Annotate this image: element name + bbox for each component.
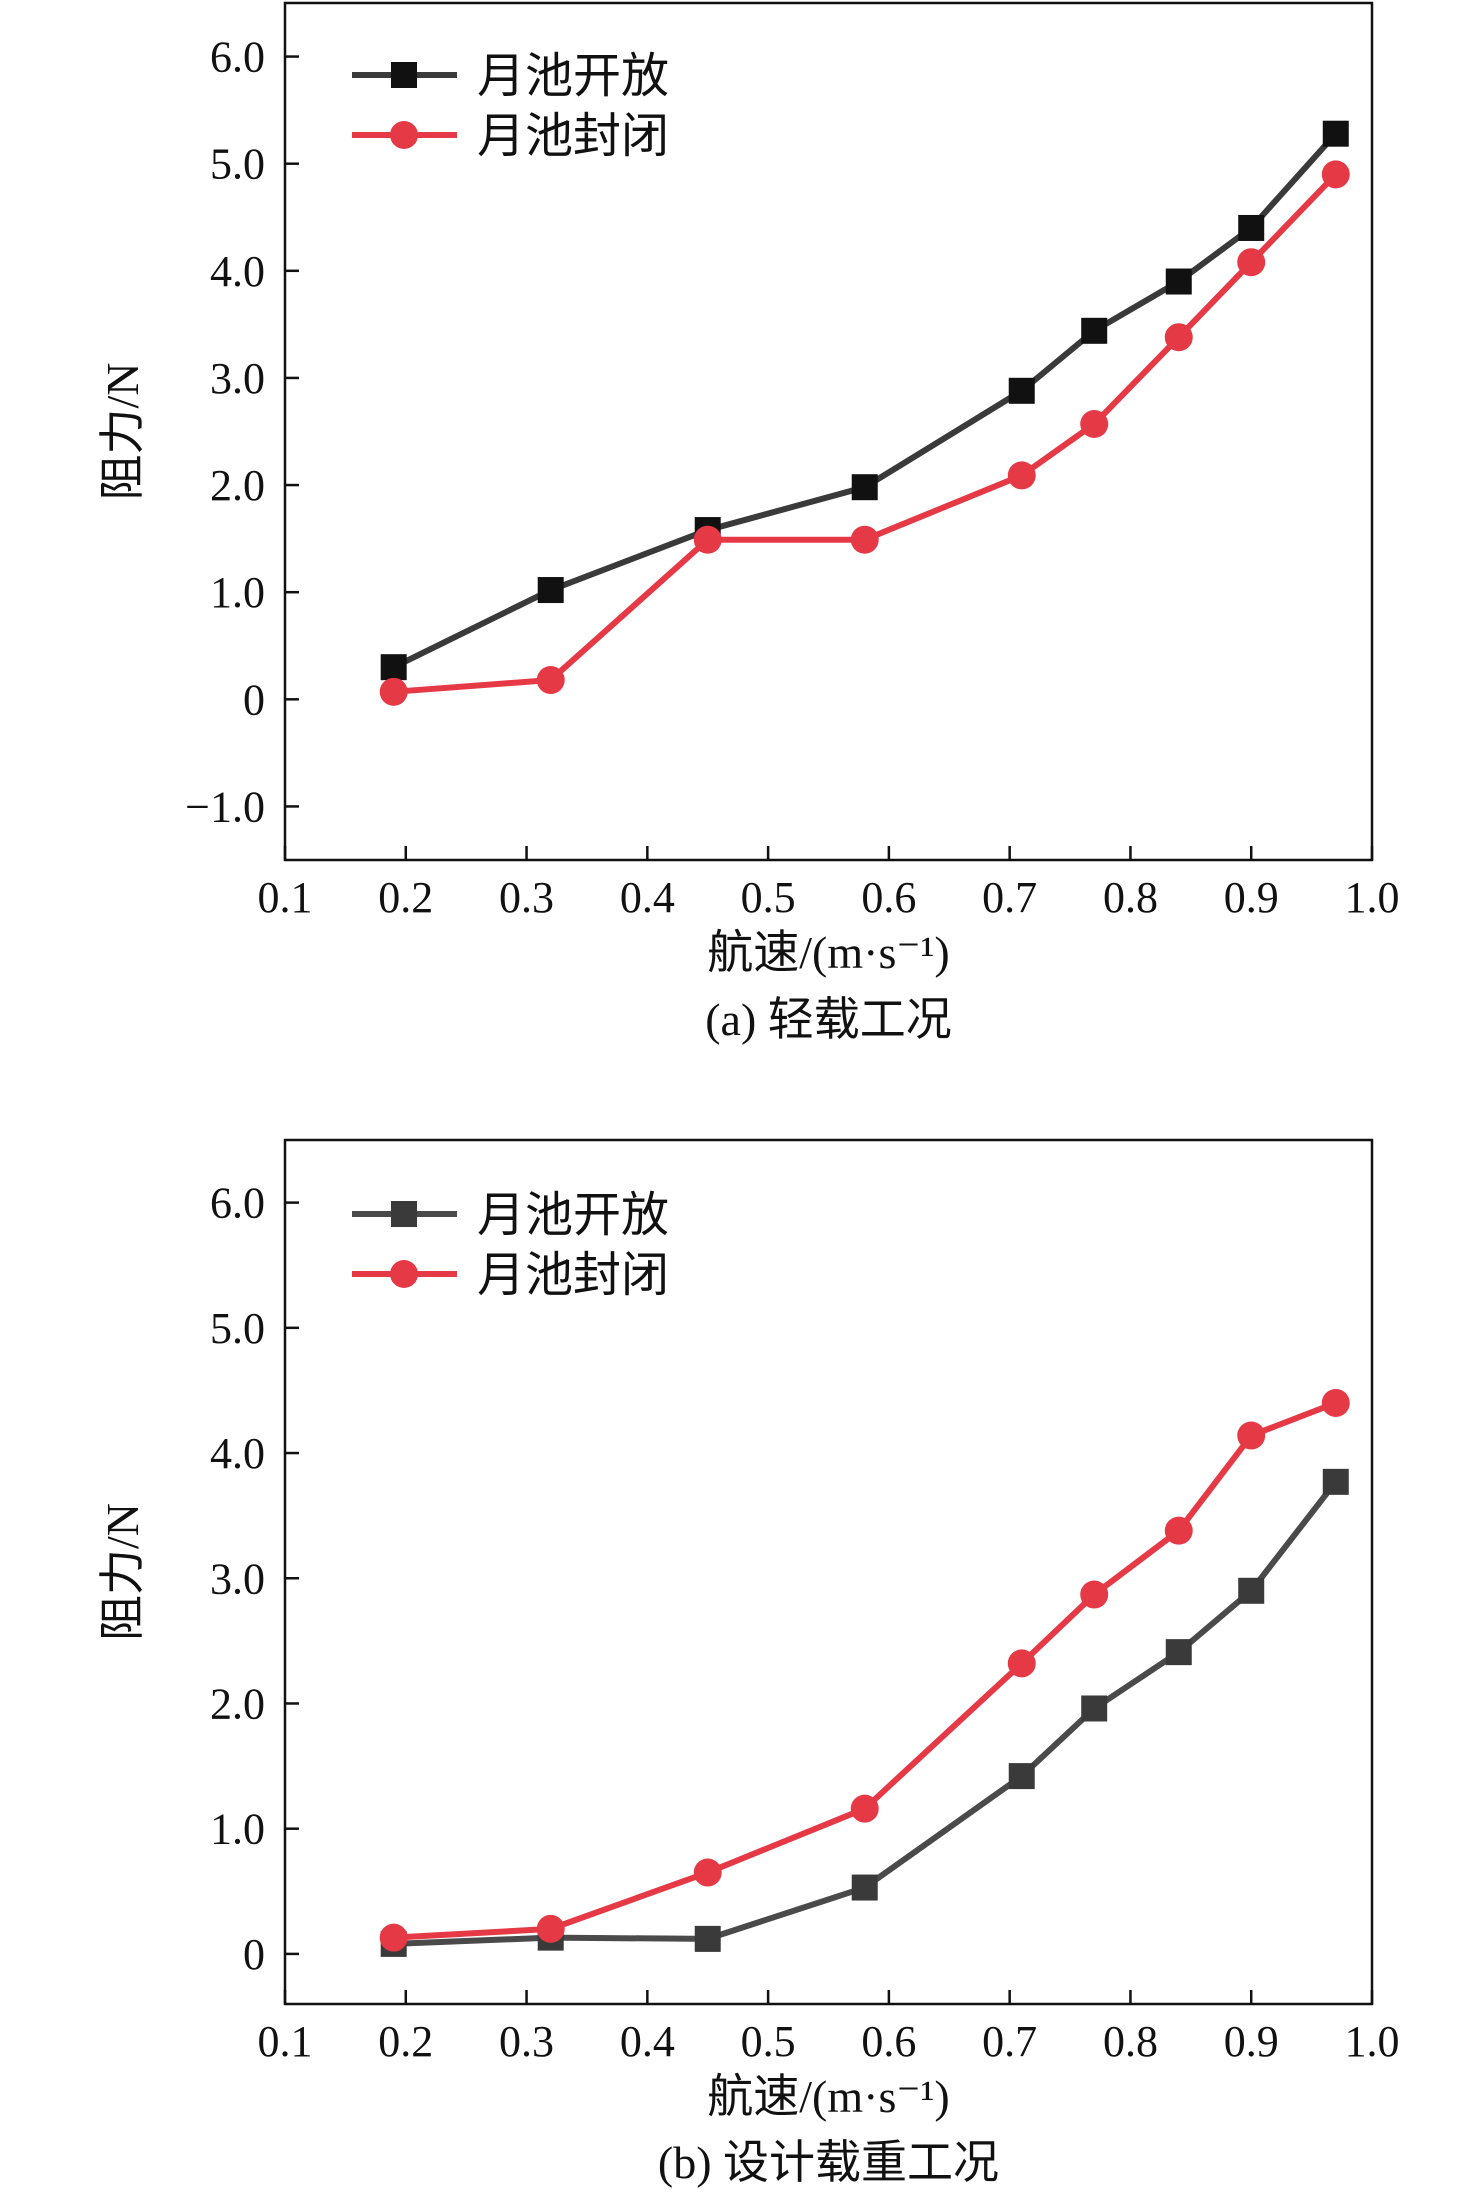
y-tick-label: 3.0 xyxy=(210,354,265,403)
data-point-square xyxy=(1165,1639,1192,1666)
y-tick-label: 2.0 xyxy=(210,461,265,510)
chart-light-load: 0.1 0.2 0.3 0.4 0.5 0.6 0.7 0.8 0.9 1.0 −1.0 0 1.0 2.… xyxy=(97,1,1400,1045)
data-point-circle xyxy=(536,1914,565,1943)
data-point-circle xyxy=(1164,323,1193,352)
legend-label: 月池封闭 xyxy=(477,1249,669,1302)
data-point-circle xyxy=(1321,160,1350,189)
legend-label: 月池开放 xyxy=(477,50,669,103)
x-tick-label: 0.4 xyxy=(620,873,675,922)
data-point-circle xyxy=(1321,1388,1350,1417)
data-point-square xyxy=(1238,214,1265,241)
y-tick-label: 1.0 xyxy=(210,568,265,617)
data-point-circle xyxy=(1237,1421,1266,1450)
data-point-circle xyxy=(1164,1516,1193,1545)
legend-label: 月池开放 xyxy=(477,1189,669,1242)
legend-marker-circle xyxy=(390,1260,418,1288)
x-tick-label: 0.5 xyxy=(741,2017,796,2066)
x-tick-label: 1.0 xyxy=(1345,2017,1400,2066)
data-point-circle xyxy=(850,1794,879,1823)
data-point-circle xyxy=(1080,1580,1109,1609)
legend-marker-square xyxy=(391,1201,417,1227)
x-tick-label: 0.8 xyxy=(1103,2017,1158,2066)
series-line-1 xyxy=(393,172,1338,695)
data-point-circle xyxy=(693,1858,722,1887)
data-point-square xyxy=(851,474,878,501)
x-tick-label: 0.7 xyxy=(982,873,1037,922)
x-axis-label: 航速/(m·s⁻¹) xyxy=(707,2071,950,2122)
plot-frame xyxy=(283,1,1374,862)
series-line-1 xyxy=(393,1400,1337,1941)
y-axis-label: 阻力/N xyxy=(97,1503,148,1641)
y-axis-label: 阻力/N xyxy=(97,363,148,501)
data-point-circle xyxy=(1007,461,1036,490)
chart-design-load: 0.1 0.2 0.3 0.4 0.5 0.6 0.7 0.8 0.9 1.0 0 1.0 2.0 3.0… xyxy=(97,1138,1400,2188)
x-tick-label: 0.1 xyxy=(258,2017,313,2066)
plot-frame xyxy=(283,1138,1374,2006)
x-tick-label: 0.6 xyxy=(861,873,916,922)
data-point-square xyxy=(1008,1763,1035,1790)
legend-marker-square xyxy=(391,62,417,88)
x-tick-label: 0.8 xyxy=(1103,873,1158,922)
data-point-square xyxy=(694,1925,721,1952)
data-point-square xyxy=(1165,268,1192,295)
x-tick-label: 0.1 xyxy=(258,873,313,922)
y-tick-label: 3.0 xyxy=(210,1554,265,1603)
chart-caption: (b) 设计载重工况 xyxy=(658,2137,999,2188)
data-point-square xyxy=(1322,1468,1349,1495)
y-tick-label: 6.0 xyxy=(210,33,265,82)
x-tick-label: 0.4 xyxy=(620,2017,675,2066)
y-tick-label: 4.0 xyxy=(210,247,265,296)
data-point-square xyxy=(1081,1695,1108,1722)
data-point-square xyxy=(1322,120,1349,147)
y-tick-label: 1.0 xyxy=(210,1805,265,1854)
series-line-0 xyxy=(392,131,1339,670)
y-tick-label: 4.0 xyxy=(210,1429,265,1478)
legend-label: 月池封闭 xyxy=(477,110,669,163)
x-tick-label: 0.2 xyxy=(378,2017,433,2066)
data-point-square xyxy=(380,654,407,681)
data-point-circle xyxy=(379,1923,408,1952)
x-tick-label: 0.3 xyxy=(499,2017,554,2066)
data-point-square xyxy=(537,577,564,604)
data-point-circle xyxy=(1007,1649,1036,1678)
y-tick-label: 2.0 xyxy=(210,1679,265,1728)
chart-caption: (a) 轻载工况 xyxy=(705,994,952,1045)
data-point-circle xyxy=(693,525,722,554)
x-tick-label: 0.5 xyxy=(741,873,796,922)
data-point-circle xyxy=(536,666,565,695)
x-tick-label: 0.9 xyxy=(1224,873,1279,922)
x-tick-label: 0.3 xyxy=(499,873,554,922)
x-tick-label: 1.0 xyxy=(1345,873,1400,922)
data-point-square xyxy=(1238,1577,1265,1604)
y-tick-label: 0 xyxy=(243,675,265,724)
data-point-circle xyxy=(850,525,879,554)
y-tick-label: 5.0 xyxy=(210,140,265,189)
data-point-square xyxy=(1081,317,1108,344)
legend-marker-circle xyxy=(390,121,418,149)
y-tick-label: −1.0 xyxy=(185,782,265,831)
y-tick-label: 5.0 xyxy=(210,1304,265,1353)
data-point-circle xyxy=(1080,410,1109,439)
data-point-square xyxy=(1008,377,1035,404)
data-point-square xyxy=(851,1874,878,1901)
y-tick-label: 6.0 xyxy=(210,1179,265,1228)
x-tick-label: 0.6 xyxy=(861,2017,916,2066)
data-point-circle xyxy=(379,677,408,706)
x-tick-label: 0.9 xyxy=(1224,2017,1279,2066)
data-point-circle xyxy=(1237,248,1266,277)
x-tick-label: 0.2 xyxy=(378,873,433,922)
x-axis-label: 航速/(m·s⁻¹) xyxy=(707,927,950,978)
x-tick-label: 0.7 xyxy=(982,2017,1037,2066)
y-tick-label: 0 xyxy=(243,1930,265,1979)
